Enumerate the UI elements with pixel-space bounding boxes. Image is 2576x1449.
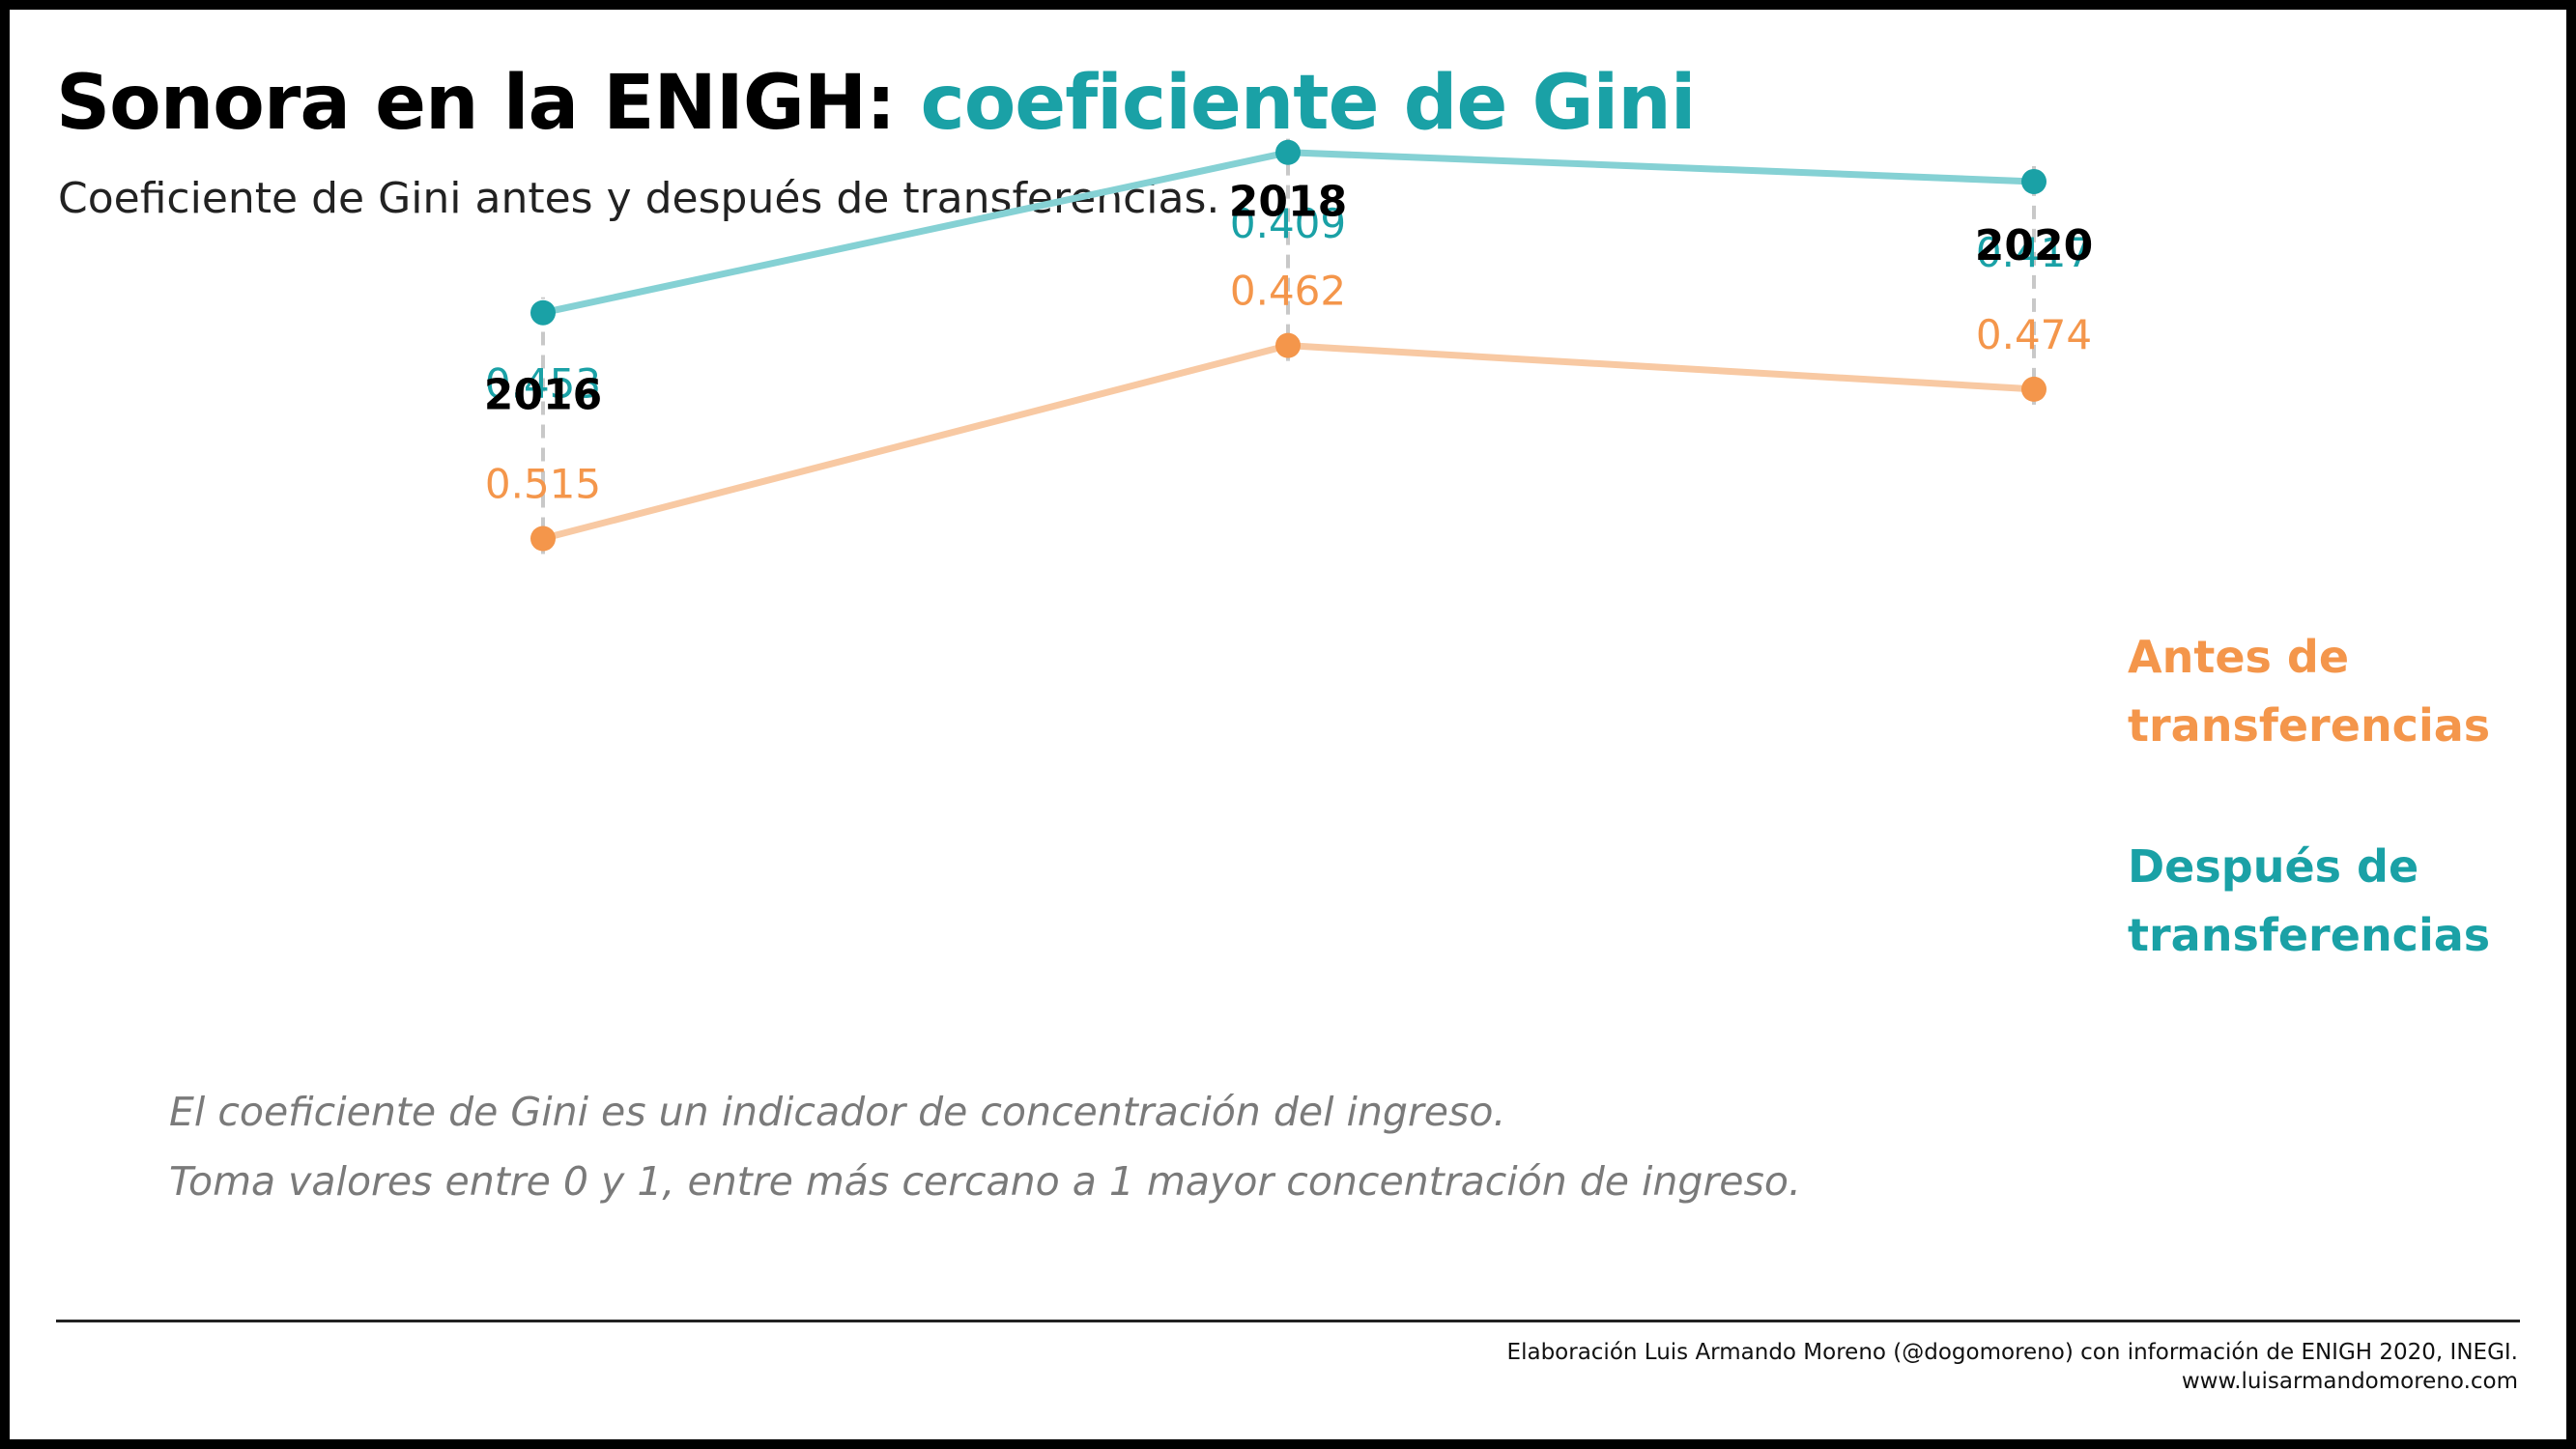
credit-line-1: Elaboración Luis Armando Moreno (@dogomo… — [1506, 1340, 2518, 1365]
value-label-antes-2016: 0.515 — [485, 461, 601, 508]
source-credit: Elaboración Luis Armando Moreno (@dogomo… — [1507, 1338, 2518, 1396]
point-despues-2020 — [2021, 168, 2046, 194]
chart-title: Sonora en la ENIGH: coeficiente de Gini — [56, 66, 1697, 141]
chart-subtitle: Coeficiente de Gini antes y después de t… — [58, 174, 1220, 223]
legend-antes-line-2: transferencias — [2128, 699, 2490, 752]
legend-antes-line-1: Antes de — [2128, 631, 2349, 683]
point-despues-2018 — [1275, 139, 1301, 165]
value-label-despues-2016: 0.453 — [485, 360, 601, 408]
title-highlight: coeficiente de Gini — [920, 60, 1696, 147]
title-prefix: Sonora en la ENIGH: — [56, 60, 921, 147]
point-antes-2016 — [530, 526, 556, 552]
year-label-2020: 2020 — [1975, 221, 2093, 270]
value-label-antes-2020: 0.474 — [1976, 311, 2092, 358]
point-antes-2018 — [1275, 332, 1301, 358]
chart-frame: Sonora en la ENIGH: coeficiente de Gini … — [10, 10, 2566, 1439]
credit-line-2: www.luisarmandomoreno.com — [2181, 1369, 2518, 1394]
legend-despues-line-1: Después de — [2128, 840, 2419, 893]
year-label-2018: 2018 — [1229, 178, 1347, 227]
value-label-despues-2018: 0.409 — [1230, 200, 1346, 247]
value-label-antes-2018: 0.462 — [1230, 268, 1346, 315]
footer-divider — [56, 1320, 2520, 1322]
explanatory-note: El coeficiente de Gini es un indicador d… — [169, 1077, 1801, 1216]
point-despues-2016 — [530, 299, 556, 326]
value-label-despues-2020: 0.417 — [1976, 229, 2092, 276]
note-line-2: Toma valores entre 0 y 1, entre más cerc… — [169, 1158, 1801, 1205]
point-antes-2020 — [2021, 376, 2046, 402]
legend-despues-line-2: transferencias — [2128, 909, 2490, 961]
note-line-1: El coeficiente de Gini es un indicador d… — [169, 1089, 1506, 1135]
year-label-2016: 2016 — [484, 371, 602, 420]
series-line-antes — [539, 342, 2038, 542]
